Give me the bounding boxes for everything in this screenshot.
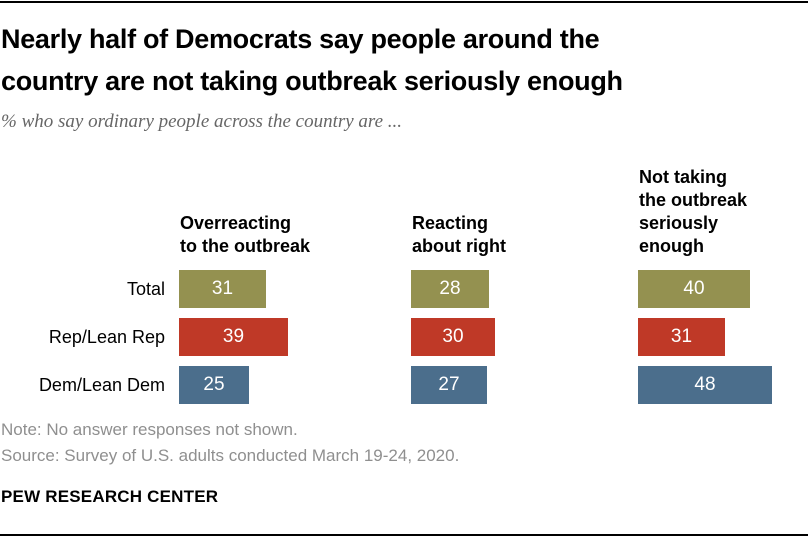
bar-value-label: 27 — [438, 374, 460, 395]
pew-research-center-wordmark: PEW RESEARCH CENTER — [1, 487, 219, 506]
bar-notserious-rep: 31 — [638, 318, 725, 356]
row-label-dem: Dem/Lean Dem — [38, 375, 165, 395]
column-header-not-seriously: Not taking the outbreak seriously enough — [639, 166, 747, 258]
column-header-line: about right — [412, 236, 506, 256]
bar-aboutright-total: 28 — [411, 270, 489, 308]
bar-value-label: 28 — [439, 278, 461, 299]
bar-notserious-dem: 48 — [638, 366, 772, 404]
column-header-line: to the outbreak — [180, 236, 311, 256]
bar-overreacting-dem: 25 — [179, 366, 249, 404]
bar-value-label: 31 — [211, 278, 234, 299]
bar-value-label: 40 — [683, 278, 705, 299]
column-header-about-right: Reacting about right — [412, 212, 506, 258]
bar-value-label: 31 — [670, 326, 693, 347]
bar-value-label: 25 — [203, 374, 225, 395]
chart-title-line1: Nearly half of Democrats say people arou… — [1, 24, 600, 54]
bottom-divider — [0, 534, 808, 536]
row-label-rep: Rep/Lean Rep — [48, 327, 165, 347]
chart-source: Source: Survey of U.S. adults conducted … — [1, 446, 460, 465]
column-header-line: seriously — [639, 213, 719, 233]
column-header-line: Not taking — [639, 167, 727, 187]
chart-note: Note: No answer responses not shown. — [1, 420, 298, 439]
bar-value-label: 48 — [694, 374, 716, 395]
column-header-line: Overreacting — [180, 213, 292, 233]
bar-overreacting-total: 31 — [179, 270, 266, 308]
row-label-total: Total — [126, 279, 165, 299]
column-header-line: the outbreak — [639, 190, 748, 210]
chart-subtitle: % who say ordinary people across the cou… — [1, 111, 403, 132]
bar-value-label: 30 — [442, 326, 464, 347]
column-header-line: Reacting — [412, 213, 489, 233]
bar-aboutright-dem: 27 — [411, 366, 487, 404]
top-divider — [0, 1, 808, 3]
chart-title-line2: country are not taking outbreak seriousl… — [1, 66, 623, 96]
column-header-line: enough — [639, 236, 704, 256]
bar-overreacting-rep: 39 — [179, 318, 288, 356]
bar-value-label: 39 — [222, 326, 245, 347]
bar-aboutright-rep: 30 — [411, 318, 495, 356]
chart-title: Nearly half of Democrats say people arou… — [1, 18, 791, 102]
column-header-overreacting: Overreacting to the outbreak — [180, 212, 310, 258]
bar-notserious-total: 40 — [638, 270, 750, 308]
